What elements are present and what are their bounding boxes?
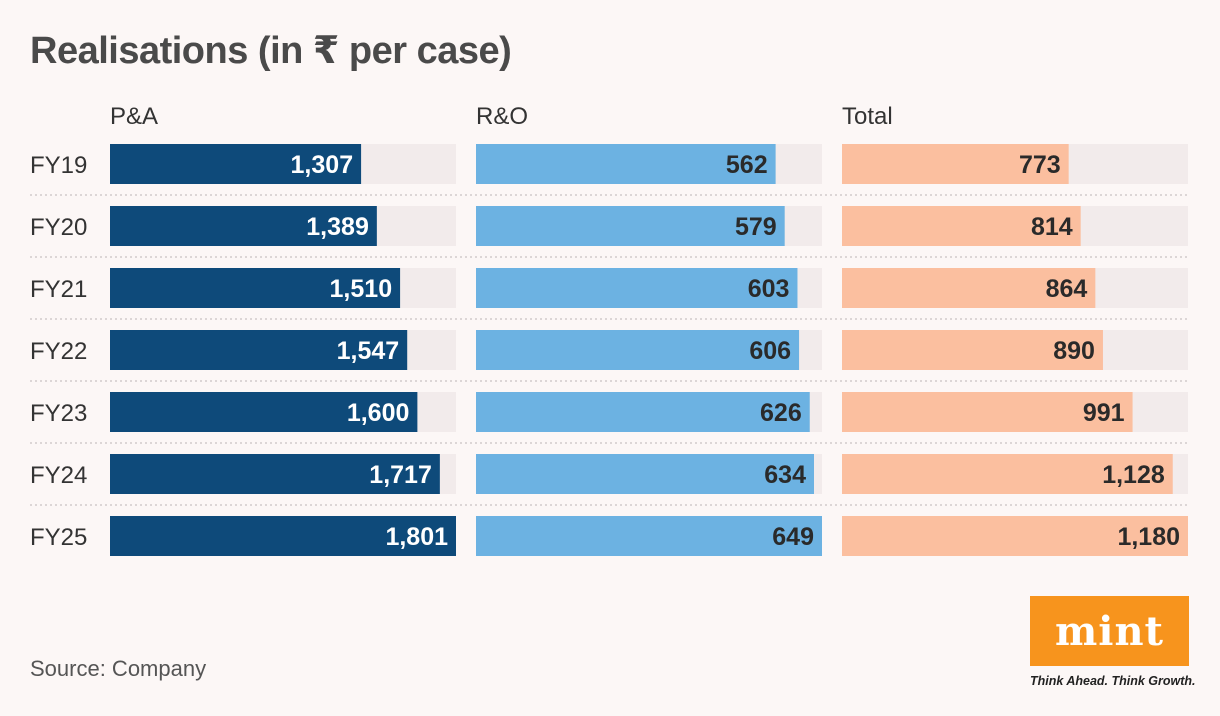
mint-logo: mint	[1030, 596, 1189, 666]
bar	[476, 392, 810, 432]
logo-text: mint	[1054, 607, 1165, 655]
data-label: 864	[1046, 275, 1088, 303]
data-label: 603	[748, 275, 790, 303]
data-label: 626	[760, 399, 802, 427]
bar	[842, 268, 1096, 308]
source-note: Source: Company	[30, 656, 207, 681]
data-label: 1,180	[1117, 523, 1180, 551]
data-label: 1,600	[347, 399, 410, 427]
data-label: 634	[764, 461, 806, 489]
data-label: 890	[1053, 337, 1095, 365]
data-label: 773	[1019, 151, 1061, 179]
category-label: FY19	[30, 152, 87, 179]
bar	[110, 268, 401, 308]
category-label: FY25	[30, 524, 87, 551]
category-label: FY21	[30, 276, 87, 303]
bar	[842, 516, 1188, 556]
bar	[110, 144, 362, 184]
data-label: 1,717	[369, 461, 432, 489]
bar	[842, 206, 1081, 246]
category-label: FY24	[30, 462, 87, 489]
category-label: FY23	[30, 400, 87, 427]
data-label: 606	[749, 337, 791, 365]
bar	[110, 330, 408, 370]
bar	[842, 330, 1103, 370]
chart-title: Realisations (in ₹ per case)	[30, 30, 512, 72]
bar	[110, 454, 440, 494]
data-label: 649	[772, 523, 814, 551]
data-label: 579	[735, 213, 777, 241]
bar	[476, 454, 815, 494]
bar	[476, 144, 776, 184]
bar	[110, 516, 456, 556]
logo-tagline: Think Ahead. Think Growth.	[1030, 674, 1196, 688]
series-header: P&A	[110, 103, 158, 130]
data-label: 1,547	[337, 337, 400, 365]
data-label: 991	[1083, 399, 1125, 427]
data-label: 1,389	[306, 213, 369, 241]
data-label: 814	[1031, 213, 1073, 241]
bar	[476, 330, 800, 370]
category-label: FY20	[30, 214, 87, 241]
bar	[842, 144, 1069, 184]
bar	[476, 206, 785, 246]
data-label: 1,128	[1102, 461, 1165, 489]
bar	[476, 516, 822, 556]
data-label: 1,801	[385, 523, 448, 551]
bar	[110, 392, 418, 432]
data-label: 562	[726, 151, 768, 179]
series-header: R&O	[476, 103, 528, 130]
bar	[842, 392, 1133, 432]
data-label: 1,307	[291, 151, 354, 179]
bar	[110, 206, 377, 246]
bar	[476, 268, 798, 308]
bar	[842, 454, 1173, 494]
category-label: FY22	[30, 338, 87, 365]
series-header: Total	[842, 103, 893, 130]
data-label: 1,510	[330, 275, 393, 303]
